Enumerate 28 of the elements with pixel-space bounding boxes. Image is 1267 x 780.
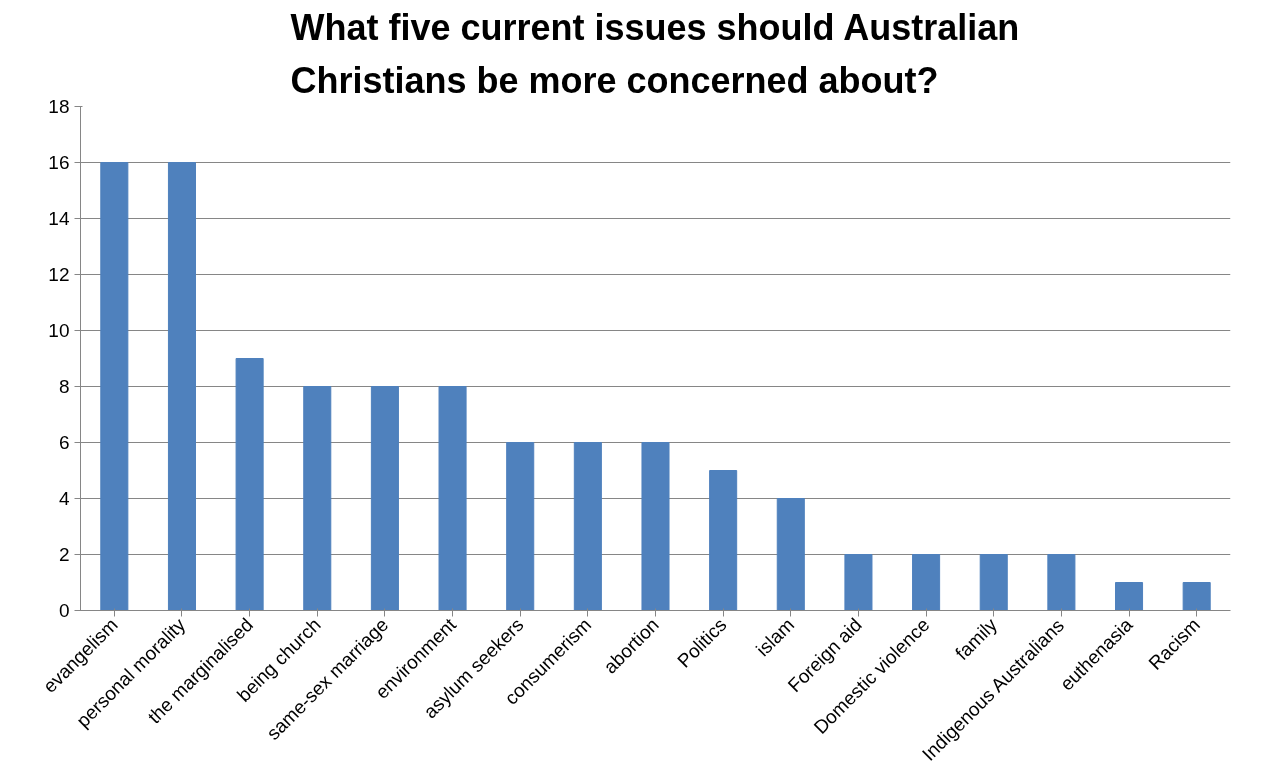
y-tick-label: 14	[48, 208, 70, 229]
bar	[573, 442, 602, 611]
chart-title: What five current issues should Australian Christians be more concerned about?	[290, 7, 1020, 102]
y-tick-label: 6	[58, 432, 70, 453]
bar	[1182, 582, 1211, 611]
bar	[438, 386, 467, 611]
bar	[167, 162, 196, 611]
bar	[1115, 582, 1144, 611]
bar	[303, 386, 332, 611]
bar	[709, 470, 738, 611]
y-tick-label: 2	[58, 544, 70, 565]
bar	[1047, 554, 1076, 611]
y-tick-label: 10	[48, 320, 70, 341]
y-tick-label: 0	[58, 600, 70, 621]
bar	[100, 162, 129, 611]
bar	[235, 358, 264, 611]
bar	[641, 442, 670, 611]
bar	[844, 554, 873, 611]
bar	[979, 554, 1008, 611]
bar	[912, 554, 941, 611]
y-tick-label: 18	[48, 96, 70, 117]
bar	[776, 498, 805, 611]
bar	[370, 386, 399, 611]
y-tick-label: 16	[48, 152, 70, 173]
y-tick-label: 4	[58, 488, 70, 509]
y-tick-label: 12	[48, 264, 70, 285]
y-tick-label: 8	[58, 376, 70, 397]
bar	[506, 442, 535, 611]
